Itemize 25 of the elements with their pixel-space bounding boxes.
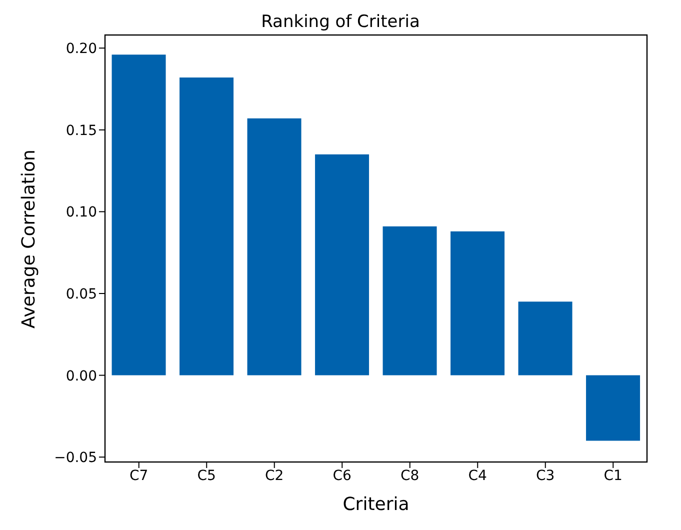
bar [518,302,572,376]
bar [247,118,302,376]
y-tick-label: 0.10 [66,204,97,221]
bar [586,375,640,441]
x-tick-label: C8 [400,468,420,484]
x-tick-label: C4 [468,468,488,484]
bar [180,78,234,376]
x-tick-label: C7 [130,468,148,484]
x-axis-title: Criteria [342,494,410,515]
x-tick-label: C2 [265,468,284,484]
y-tick-label: 0.15 [66,122,97,139]
bar [112,54,166,376]
y-tick-label: −0.05 [54,450,97,466]
x-tick-label: C1 [604,468,622,484]
y-axis-title: Average Correlation [18,150,40,328]
bar [450,231,505,376]
x-tick-label: C6 [332,468,352,484]
bar [382,226,437,376]
y-tick-label: 0.20 [66,41,97,58]
x-tick-label: C5 [197,468,216,484]
y-tick-label: 0.05 [66,286,97,302]
x-tick-label: C3 [536,468,555,484]
y-tick-label: 0.00 [66,368,97,384]
chart-title: Ranking of Criteria [260,12,421,32]
bar [315,154,370,376]
